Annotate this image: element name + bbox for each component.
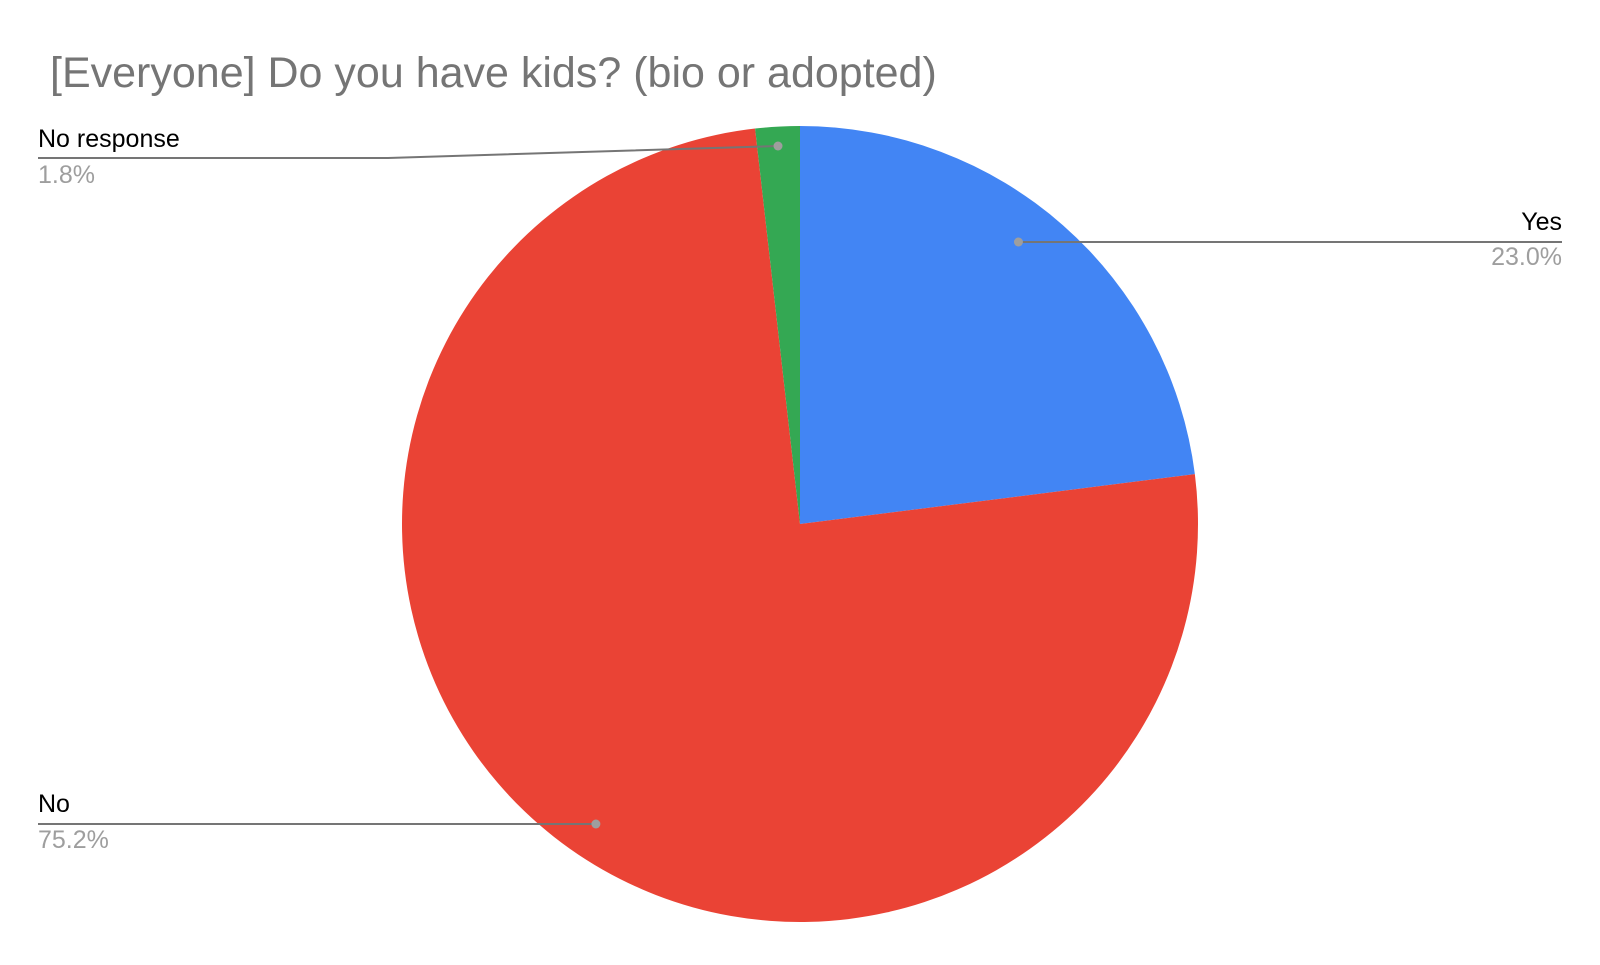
leader-dot-no [591, 819, 601, 829]
slice-percent-no: 75.2% [38, 826, 109, 854]
slice-label-no: No [38, 790, 70, 818]
slice-label-yes: Yes [1521, 208, 1562, 236]
slice-percent-yes: 23.0% [1491, 243, 1562, 271]
pie-slice-yes [800, 126, 1195, 524]
leader-dot-yes [1013, 237, 1023, 247]
pie-slices [401, 126, 1198, 922]
leader-dot-no-response [773, 141, 783, 151]
slice-percent-no-response: 1.8% [38, 161, 95, 189]
chart-title: [Everyone] Do you have kids? (bio or ado… [50, 49, 937, 97]
slice-label-no-response: No response [38, 125, 180, 153]
leader-line-no-response [38, 145, 779, 159]
slice-labels: Yes 23.0% No 75.2% No response 1.8% [38, 125, 1562, 854]
pie-slice-no [401, 128, 1198, 922]
pie-slice-no-response [755, 126, 800, 524]
